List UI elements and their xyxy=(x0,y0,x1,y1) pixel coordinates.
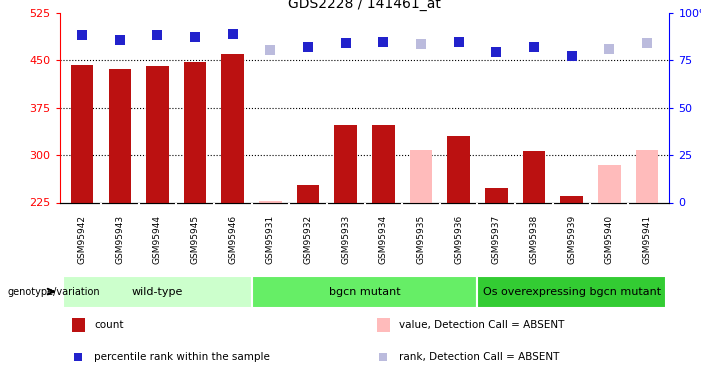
Text: GSM95933: GSM95933 xyxy=(341,214,350,264)
Point xyxy=(340,40,351,46)
Bar xyxy=(222,54,244,202)
Point xyxy=(566,53,577,59)
Point xyxy=(453,39,464,45)
Text: GSM95941: GSM95941 xyxy=(642,214,651,264)
Point xyxy=(76,32,88,38)
Text: bgcn mutant: bgcn mutant xyxy=(329,286,400,297)
Bar xyxy=(560,196,583,202)
Bar xyxy=(147,66,169,203)
Bar xyxy=(477,276,666,308)
Bar xyxy=(71,65,93,203)
Bar xyxy=(598,165,620,202)
Bar xyxy=(109,69,131,203)
Text: value, Detection Call = ABSENT: value, Detection Call = ABSENT xyxy=(400,320,565,330)
Text: rank, Detection Call = ABSENT: rank, Detection Call = ABSENT xyxy=(400,352,559,362)
Bar xyxy=(523,152,545,202)
Text: GSM95937: GSM95937 xyxy=(492,214,501,264)
Bar xyxy=(72,318,86,332)
Text: GSM95931: GSM95931 xyxy=(266,214,275,264)
Text: GSM95934: GSM95934 xyxy=(379,214,388,264)
Point xyxy=(378,354,389,360)
Point xyxy=(302,44,313,50)
Point xyxy=(189,34,200,40)
Text: Os overexpressing bgcn mutant: Os overexpressing bgcn mutant xyxy=(482,286,660,297)
Bar xyxy=(376,318,390,332)
Point xyxy=(265,47,276,53)
Text: GSM95940: GSM95940 xyxy=(605,214,613,264)
Point xyxy=(641,40,653,46)
Point xyxy=(416,41,427,47)
Bar xyxy=(259,201,282,202)
Text: GSM95945: GSM95945 xyxy=(191,214,200,264)
Text: genotype/variation: genotype/variation xyxy=(7,286,100,297)
Text: percentile rank within the sample: percentile rank within the sample xyxy=(95,352,270,362)
Point xyxy=(378,39,389,45)
Point xyxy=(227,31,238,37)
Bar xyxy=(409,150,433,202)
Text: GSM95938: GSM95938 xyxy=(529,214,538,264)
Point xyxy=(529,44,540,50)
Text: GSM95932: GSM95932 xyxy=(304,214,313,264)
Point xyxy=(604,46,615,52)
Text: GSM95936: GSM95936 xyxy=(454,214,463,264)
Text: wild-type: wild-type xyxy=(132,286,183,297)
Text: GSM95946: GSM95946 xyxy=(229,214,237,264)
Title: GDS2228 / 141461_at: GDS2228 / 141461_at xyxy=(288,0,441,11)
Text: GSM95944: GSM95944 xyxy=(153,214,162,264)
Bar xyxy=(372,125,395,202)
Bar xyxy=(63,276,252,308)
Text: GSM95942: GSM95942 xyxy=(78,214,87,264)
Point xyxy=(152,32,163,38)
Text: GSM95935: GSM95935 xyxy=(416,214,426,264)
Bar xyxy=(297,185,320,202)
Bar xyxy=(485,188,508,202)
Bar xyxy=(334,125,357,202)
Text: count: count xyxy=(95,320,124,330)
Bar xyxy=(636,150,658,202)
Point xyxy=(73,354,84,360)
Bar xyxy=(184,62,206,202)
Bar xyxy=(447,136,470,202)
Point xyxy=(491,49,502,55)
Text: GSM95943: GSM95943 xyxy=(116,214,124,264)
Text: GSM95939: GSM95939 xyxy=(567,214,576,264)
Bar xyxy=(252,276,477,308)
Point xyxy=(114,37,125,43)
